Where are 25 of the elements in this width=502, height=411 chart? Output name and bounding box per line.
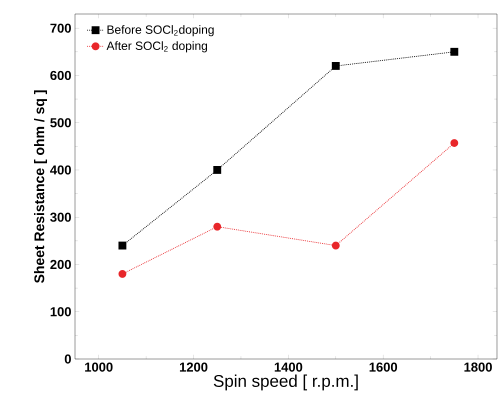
y-tick-label: 200 [50, 260, 71, 270]
point [118, 270, 126, 278]
point [332, 242, 340, 250]
y-tick-label: 300 [50, 212, 71, 222]
legend-label: After SOCl$_{2}$ doping [106, 41, 208, 52]
x-tick-label: 1800 [464, 362, 492, 372]
point [213, 166, 222, 174]
x-tick-label: 1200 [180, 362, 208, 372]
y-tick-label: 500 [50, 118, 71, 128]
y-axis-title: Sheet Resistance [ ohm / sq ] [34, 90, 48, 283]
y-tick-label: 600 [50, 70, 71, 80]
point [450, 139, 458, 147]
y-tick-label: 400 [50, 165, 71, 175]
x-tick-label: 1000 [85, 362, 113, 372]
y-tick-label: 0 [64, 354, 71, 364]
point [213, 222, 222, 231]
point [118, 242, 126, 250]
x-axis-title: Spin speed [ r.p.m.] [214, 374, 358, 390]
x-tick-label: 1400 [274, 362, 302, 372]
y-tick-label: 100 [50, 307, 71, 316]
point [450, 48, 458, 56]
x-tick-label: 1600 [370, 362, 398, 372]
y-tick-label: 700 [50, 24, 71, 33]
legend-label: Before SOCl$_{2}$doping [108, 25, 214, 36]
point [332, 62, 340, 70]
